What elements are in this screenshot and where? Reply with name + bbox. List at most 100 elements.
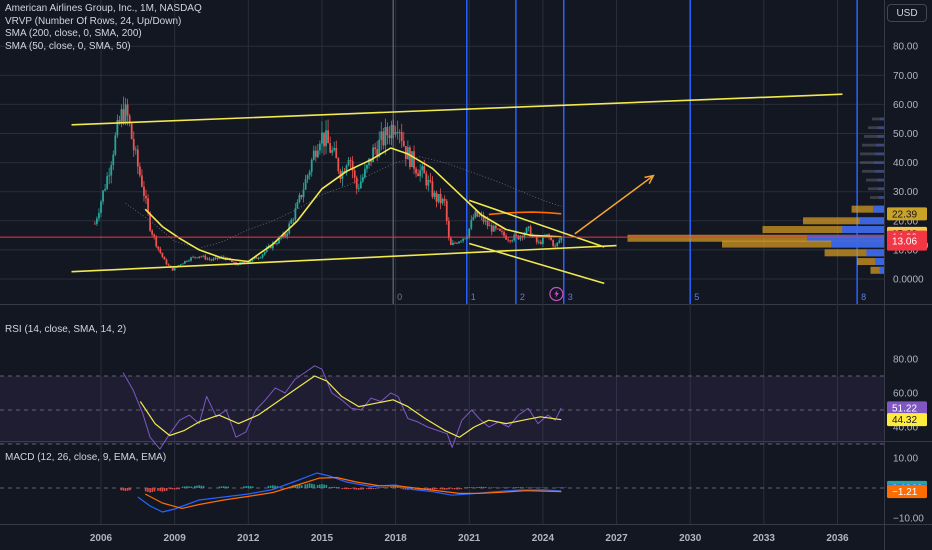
macd-histogram-bar	[470, 487, 473, 488]
macd-histogram-bar	[357, 488, 360, 490]
macd-histogram-bar	[360, 488, 362, 490]
candle-body	[539, 241, 542, 244]
macd-histogram-bar	[218, 486, 221, 488]
price-axis-tick-label: 10.00	[893, 245, 918, 256]
macd-histogram-bar	[386, 487, 389, 488]
candle-body	[278, 237, 280, 244]
legend-sma50[interactable]: SMA (50, close, 0, SMA, 50)	[5, 40, 131, 52]
legend-sma200[interactable]: SMA (200, close, 0, SMA, 200)	[5, 28, 142, 39]
candle-body	[472, 217, 475, 220]
macd-legend[interactable]: MACD (12, 26, close, 9, EMA, EMA)	[5, 452, 166, 465]
candle-body	[122, 109, 125, 123]
price-axis-tick-label: 80.00	[893, 42, 918, 53]
candle-body	[509, 240, 512, 242]
candle-body	[503, 231, 505, 236]
macd-histogram-bar	[337, 487, 340, 488]
candle-body	[454, 242, 456, 244]
candle-body	[188, 260, 190, 262]
legend-macd[interactable]: MACD (12, 26, close, 9, EMA, EMA)	[5, 452, 167, 463]
macd-histogram-bar	[202, 485, 205, 488]
candle-body	[302, 189, 305, 198]
candle-body	[413, 151, 415, 169]
candle-body	[396, 132, 399, 133]
cycle-label: 8	[861, 292, 866, 302]
candle-body	[390, 125, 393, 139]
macd-histogram-bar	[414, 488, 417, 490]
currency-button[interactable]: USD	[887, 4, 927, 22]
candle-body	[321, 132, 323, 144]
candle-body	[163, 256, 166, 260]
macd-histogram-bar	[178, 488, 180, 490]
candle-body	[376, 149, 379, 157]
candle-body	[290, 219, 293, 224]
macd-histogram-bar	[190, 486, 193, 488]
candle-body	[511, 240, 514, 242]
lightning-icon	[554, 290, 559, 298]
candle-body	[259, 257, 262, 259]
macd-histogram-bar	[448, 488, 450, 490]
macd-histogram-bar	[532, 487, 534, 488]
candle-body	[417, 173, 420, 177]
macd-histogram-bar	[198, 485, 200, 488]
macd-histogram-bar	[147, 488, 149, 492]
candle-body	[345, 165, 348, 173]
macd-histogram-bar	[380, 487, 382, 488]
candle-body	[147, 198, 149, 213]
macd-histogram-bar	[515, 487, 517, 488]
candle-body	[384, 127, 387, 146]
candle-body	[325, 130, 327, 147]
candle-body	[280, 237, 282, 239]
macd-histogram-bar	[222, 486, 225, 488]
volume-profile-upper-bar	[878, 187, 884, 191]
candle-body	[134, 149, 137, 151]
candle-body	[425, 173, 428, 186]
macd-histogram-bar	[419, 488, 421, 491]
candle-body	[372, 147, 374, 162]
candle-body	[108, 175, 111, 177]
candle-body	[474, 211, 477, 218]
macd-histogram-bar	[186, 486, 188, 488]
candle-body	[527, 226, 530, 228]
macd-histogram-bar	[458, 488, 460, 490]
candle-body	[435, 192, 438, 202]
time-axis-tick-label: 2015	[311, 533, 334, 544]
time-axis-tick-label: 2006	[90, 533, 113, 544]
candle-body	[552, 240, 555, 246]
macd-histogram-bar	[316, 485, 319, 488]
macd-histogram-bar	[390, 486, 392, 488]
candle-body	[456, 242, 458, 244]
macd-histogram-bar	[436, 488, 438, 490]
candle-body	[241, 262, 244, 263]
macd-histogram-bar	[153, 488, 156, 492]
candle-body	[323, 132, 325, 147]
wedge-lower-trendline	[469, 242, 605, 285]
candle-body	[255, 257, 258, 259]
volume-profile-upper-bar	[862, 169, 884, 173]
macd-histogram-bar	[272, 485, 274, 488]
macd-histogram-bar	[225, 486, 227, 488]
candle-body	[284, 233, 287, 237]
candle-body	[419, 170, 422, 177]
macd-histogram-bar	[411, 488, 414, 490]
candle-body	[243, 262, 246, 263]
volume-profile-upper-bar	[860, 152, 884, 156]
candle-body	[558, 240, 561, 243]
candle-body	[427, 180, 430, 186]
candle-body	[292, 219, 295, 221]
candle-body	[200, 256, 203, 258]
candle-body	[470, 219, 473, 229]
rsi-legend[interactable]: RSI (14, close, SMA, 14, 2)	[5, 324, 126, 337]
macd-histogram-bar	[453, 488, 456, 490]
legend-rsi[interactable]: RSI (14, close, SMA, 14, 2)	[5, 324, 127, 335]
macd-histogram-bar	[456, 488, 458, 490]
macd-histogram-bar	[269, 485, 272, 488]
legend-vrvp[interactable]: VRVP (Number Of Rows, 24, Up/Down)	[5, 15, 182, 27]
macd-histogram-bar	[333, 486, 336, 488]
macd-axis-label-bg	[887, 485, 927, 499]
price-axis-label: 22.39	[892, 209, 917, 220]
candle-body	[535, 236, 538, 243]
macd-histogram-bar	[392, 486, 395, 488]
candle-body	[157, 246, 160, 249]
